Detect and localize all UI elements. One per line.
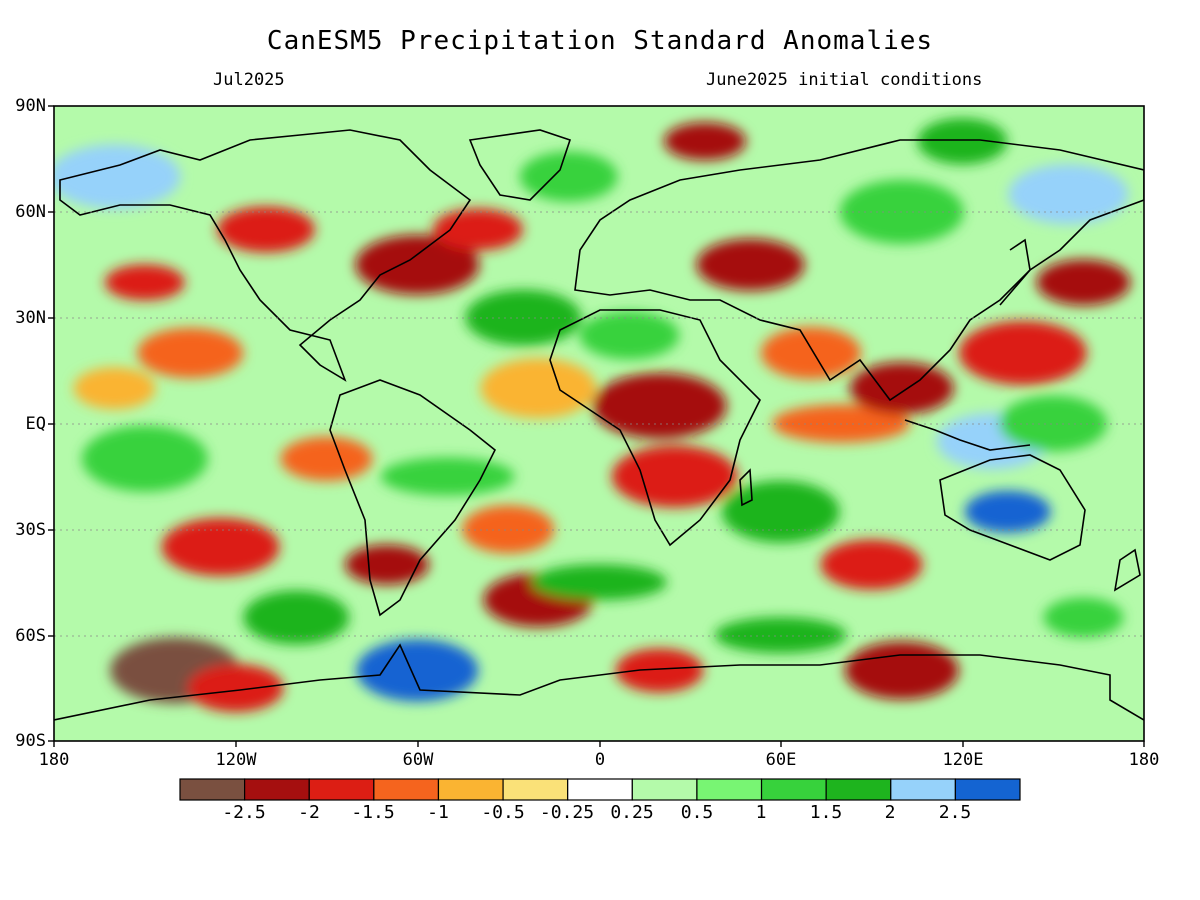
anomaly-patch — [964, 490, 1051, 533]
anomaly-patch — [820, 539, 923, 590]
anomaly-patch — [696, 238, 805, 291]
anomaly-patch — [1043, 597, 1124, 638]
lat-label-60n: 60N — [15, 202, 46, 222]
anomaly-patch — [73, 367, 156, 410]
colorbar-swatch — [308, 778, 375, 801]
lat-label-30s: 30S — [15, 520, 46, 540]
lat-label-90n: 90N — [15, 96, 46, 116]
colorbar-label: 1.5 — [809, 802, 843, 823]
antarctica-coast — [54, 643, 1144, 721]
colorbar-swatch — [631, 778, 698, 801]
anomaly-patch — [917, 118, 1008, 165]
lon-label-60e: 60E — [765, 750, 797, 770]
north-america-coast — [59, 129, 472, 382]
anomaly-patch — [663, 122, 746, 161]
lat-label-90s: 90S — [15, 731, 46, 751]
anomaly-patch — [531, 564, 667, 601]
anomaly-patch — [519, 151, 618, 202]
colorbar-swatch — [825, 778, 892, 801]
colorbar-label: 0.25 — [610, 802, 654, 823]
anomaly-patch — [216, 206, 315, 253]
australia-coast — [939, 454, 1086, 561]
anomaly-patch — [844, 641, 959, 700]
colorbar-swatch — [179, 778, 246, 801]
anomaly-patch — [81, 425, 208, 492]
anomaly-patch — [615, 648, 704, 693]
indonesia-coast — [904, 419, 1031, 451]
anomaly-patches — [54, 118, 1131, 713]
anomaly-patch — [380, 457, 515, 496]
anomaly-patch — [849, 362, 954, 415]
colorbar-swatch — [954, 778, 1021, 801]
anomaly-patch — [579, 311, 680, 360]
lat-label-eq: EQ — [25, 414, 46, 434]
colorbar-swatch — [437, 778, 504, 801]
anomaly-patch — [1036, 259, 1131, 306]
lon-label-0: 0 — [594, 750, 606, 770]
forecast-month: Jul2025 — [213, 70, 285, 90]
anomaly-patch — [592, 372, 727, 439]
colorbar-label: -1 — [427, 802, 449, 823]
africa-coast — [549, 309, 761, 547]
anomaly-patch — [958, 320, 1087, 385]
lon-label-60w: 60W — [402, 750, 434, 770]
anomaly-patch — [243, 590, 350, 645]
anomaly-patch — [772, 404, 911, 443]
graticule — [54, 211, 1144, 637]
initial-conditions-label: June2025 initial conditions — [706, 70, 983, 90]
madagascar-coast — [739, 468, 753, 507]
anomaly-patch — [480, 358, 597, 419]
anomaly-patch — [356, 639, 479, 702]
axis-ticks — [48, 105, 1145, 747]
colorbar-label: 0.5 — [680, 802, 714, 823]
anomaly-patch — [355, 234, 480, 295]
anomaly-patch — [999, 395, 1108, 452]
anomaly-patch — [54, 144, 181, 209]
anomaly-patch — [714, 617, 847, 654]
lat-label-60s: 60S — [15, 626, 46, 646]
colorbar-label: 1 — [755, 802, 767, 823]
japan-coast — [999, 238, 1031, 306]
anomaly-patch — [721, 480, 840, 543]
colorbar-label: -2.5 — [222, 802, 266, 823]
south-america-coast — [329, 379, 497, 617]
colorbar-swatch — [567, 778, 633, 801]
colorbar-label: -1.5 — [351, 802, 395, 823]
anomaly-patch — [187, 664, 284, 713]
colorbar-label: -2 — [298, 802, 320, 823]
new-zealand-coast — [1113, 548, 1141, 592]
anomaly-patch — [462, 505, 555, 554]
coastlines — [54, 129, 1144, 721]
lon-label-120w: 120W — [215, 750, 257, 770]
colorbar-swatch — [373, 778, 440, 801]
anomaly-field — [54, 106, 1144, 741]
colorbar-swatch — [760, 778, 827, 801]
anomaly-patch — [1008, 164, 1129, 225]
colorbar-label: 2.5 — [938, 802, 972, 823]
anomaly-patch — [104, 264, 185, 301]
map-title: CanESM5 Precipitation Standard Anomalies — [266, 26, 934, 56]
anomaly-patch — [161, 517, 280, 576]
colorbar-label: 2 — [884, 802, 896, 823]
colorbar — [179, 778, 1021, 801]
colorbar-label: -0.25 — [539, 802, 595, 823]
lon-label-120e: 120E — [942, 750, 984, 770]
anomaly-patch — [137, 327, 244, 378]
colorbar-swatch — [696, 778, 763, 801]
anomaly-patch — [760, 326, 861, 379]
colorbar-swatch — [502, 778, 569, 801]
anomaly-patch — [280, 436, 373, 481]
colorbar-swatch — [244, 778, 310, 801]
lat-label-30n: 30N — [15, 308, 46, 328]
greenland-coast — [468, 129, 572, 201]
lon-label-180w: 180 — [38, 750, 70, 770]
anomaly-patch — [611, 445, 738, 508]
colorbar-swatch — [890, 778, 956, 801]
lon-label-180e: 180 — [1128, 750, 1160, 770]
anomaly-patch — [345, 544, 430, 585]
colorbar-label: -0.5 — [481, 802, 525, 823]
anomaly-patch — [432, 208, 523, 251]
